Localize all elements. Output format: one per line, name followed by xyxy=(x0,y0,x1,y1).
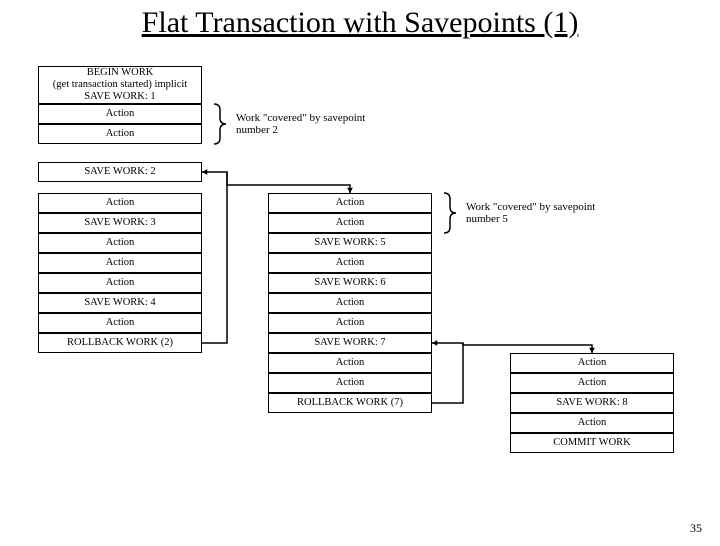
page-number: 35 xyxy=(690,521,702,536)
rollback-7-connector xyxy=(0,6,720,546)
